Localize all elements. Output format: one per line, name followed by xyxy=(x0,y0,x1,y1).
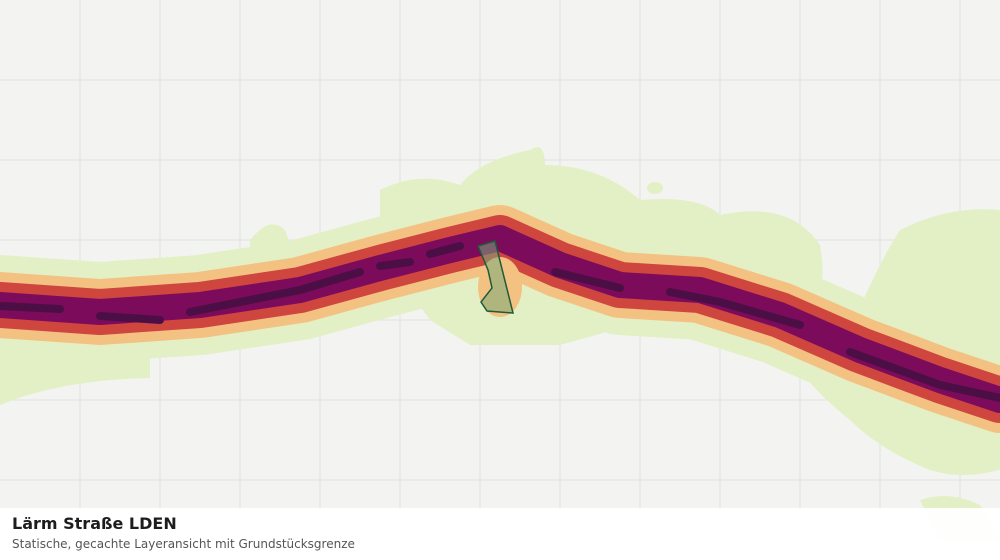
layer-subtitle: Statische, gecachte Layeransicht mit Gru… xyxy=(12,537,355,551)
layer-title: Lärm Straße LDEN xyxy=(12,514,177,533)
map-caption: Lärm Straße LDEN Statische, gecachte Lay… xyxy=(0,508,1000,560)
parcel-boundary[interactable] xyxy=(476,240,514,314)
